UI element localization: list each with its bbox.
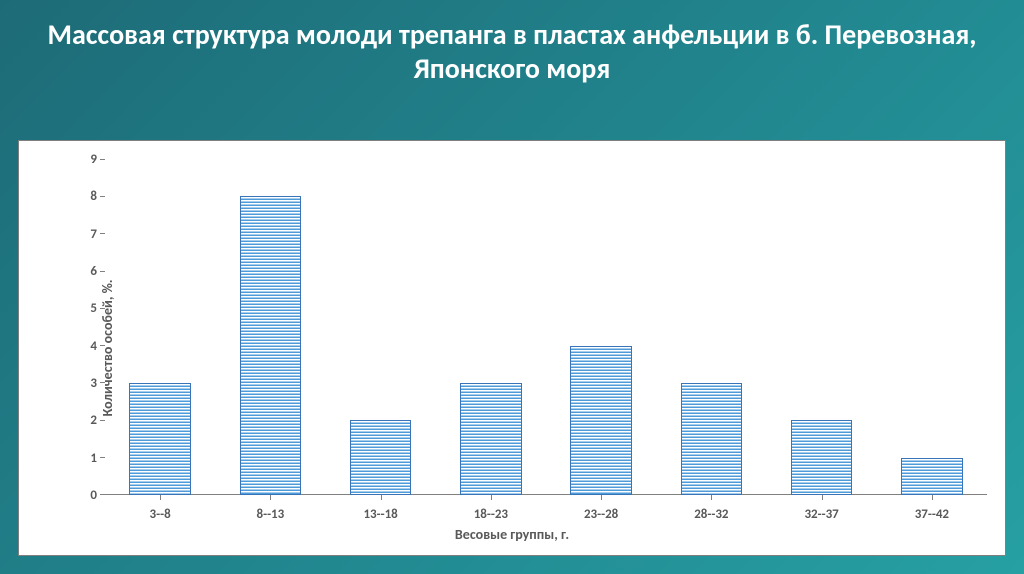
x-tick-mark [270, 495, 271, 500]
y-tick-label: 3 [33, 376, 97, 391]
y-tick-label: 6 [33, 264, 97, 279]
slide: Массовая структура молоди трепанга в пла… [0, 0, 1024, 574]
x-tick-mark [932, 495, 933, 500]
x-tick-mark [381, 495, 382, 500]
x-tick-label: 37--42 [915, 507, 949, 522]
y-tick-label: 2 [33, 413, 97, 428]
x-tick-label: 13--18 [363, 507, 397, 522]
bar [681, 383, 743, 495]
x-tick-label: 3--8 [150, 507, 171, 522]
bar-slot: 18--23 [436, 159, 546, 495]
y-tick-label: 9 [33, 152, 97, 167]
y-tick-label: 5 [33, 301, 97, 316]
x-tick-label: 8--13 [257, 507, 285, 522]
bars-layer: 3--88--1313--1818--2323--2828--3232--373… [105, 159, 987, 495]
bar [570, 346, 632, 495]
x-tick-label: 18--23 [474, 507, 508, 522]
bar [240, 196, 302, 495]
bar-slot: 37--42 [877, 159, 987, 495]
bar-slot: 8--13 [215, 159, 325, 495]
y-tick-label: 8 [33, 189, 97, 204]
x-tick-mark [601, 495, 602, 500]
x-tick-label: 28--32 [694, 507, 728, 522]
x-tick-mark [822, 495, 823, 500]
slide-title: Массовая структура молоди трепанга в пла… [0, 0, 1024, 85]
x-tick-mark [711, 495, 712, 500]
y-tick-label: 4 [33, 339, 97, 354]
bar-slot: 13--18 [326, 159, 436, 495]
x-tick-mark [491, 495, 492, 500]
bar [901, 458, 963, 495]
chart-container: Количество особей, %. 3--88--1313--1818-… [18, 140, 1006, 556]
x-tick-label: 23--28 [584, 507, 618, 522]
bar-slot: 23--28 [546, 159, 656, 495]
bar-slot: 3--8 [105, 159, 215, 495]
x-axis-label: Весовые группы, г. [19, 526, 1005, 543]
x-tick-mark [160, 495, 161, 500]
y-tick-label: 7 [33, 227, 97, 242]
bar [791, 420, 853, 495]
bar [350, 420, 412, 495]
bar [129, 383, 191, 495]
y-tick-label: 1 [33, 451, 97, 466]
bar-slot: 28--32 [656, 159, 766, 495]
bar [460, 383, 522, 495]
x-tick-label: 32--37 [804, 507, 838, 522]
bar-slot: 32--37 [767, 159, 877, 495]
y-tick-label: 0 [33, 488, 97, 503]
